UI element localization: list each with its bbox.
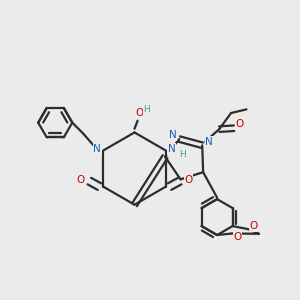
Text: O: O [135,108,143,118]
Text: N: N [205,136,213,146]
Text: N: N [168,144,176,154]
Text: N: N [169,130,176,140]
Text: N: N [93,144,101,154]
Text: O: O [250,221,258,231]
Text: O: O [184,175,193,184]
Text: O: O [236,119,244,129]
Text: H: H [143,105,150,114]
Text: H: H [179,150,186,159]
Text: O: O [233,232,242,242]
Text: O: O [76,175,85,184]
